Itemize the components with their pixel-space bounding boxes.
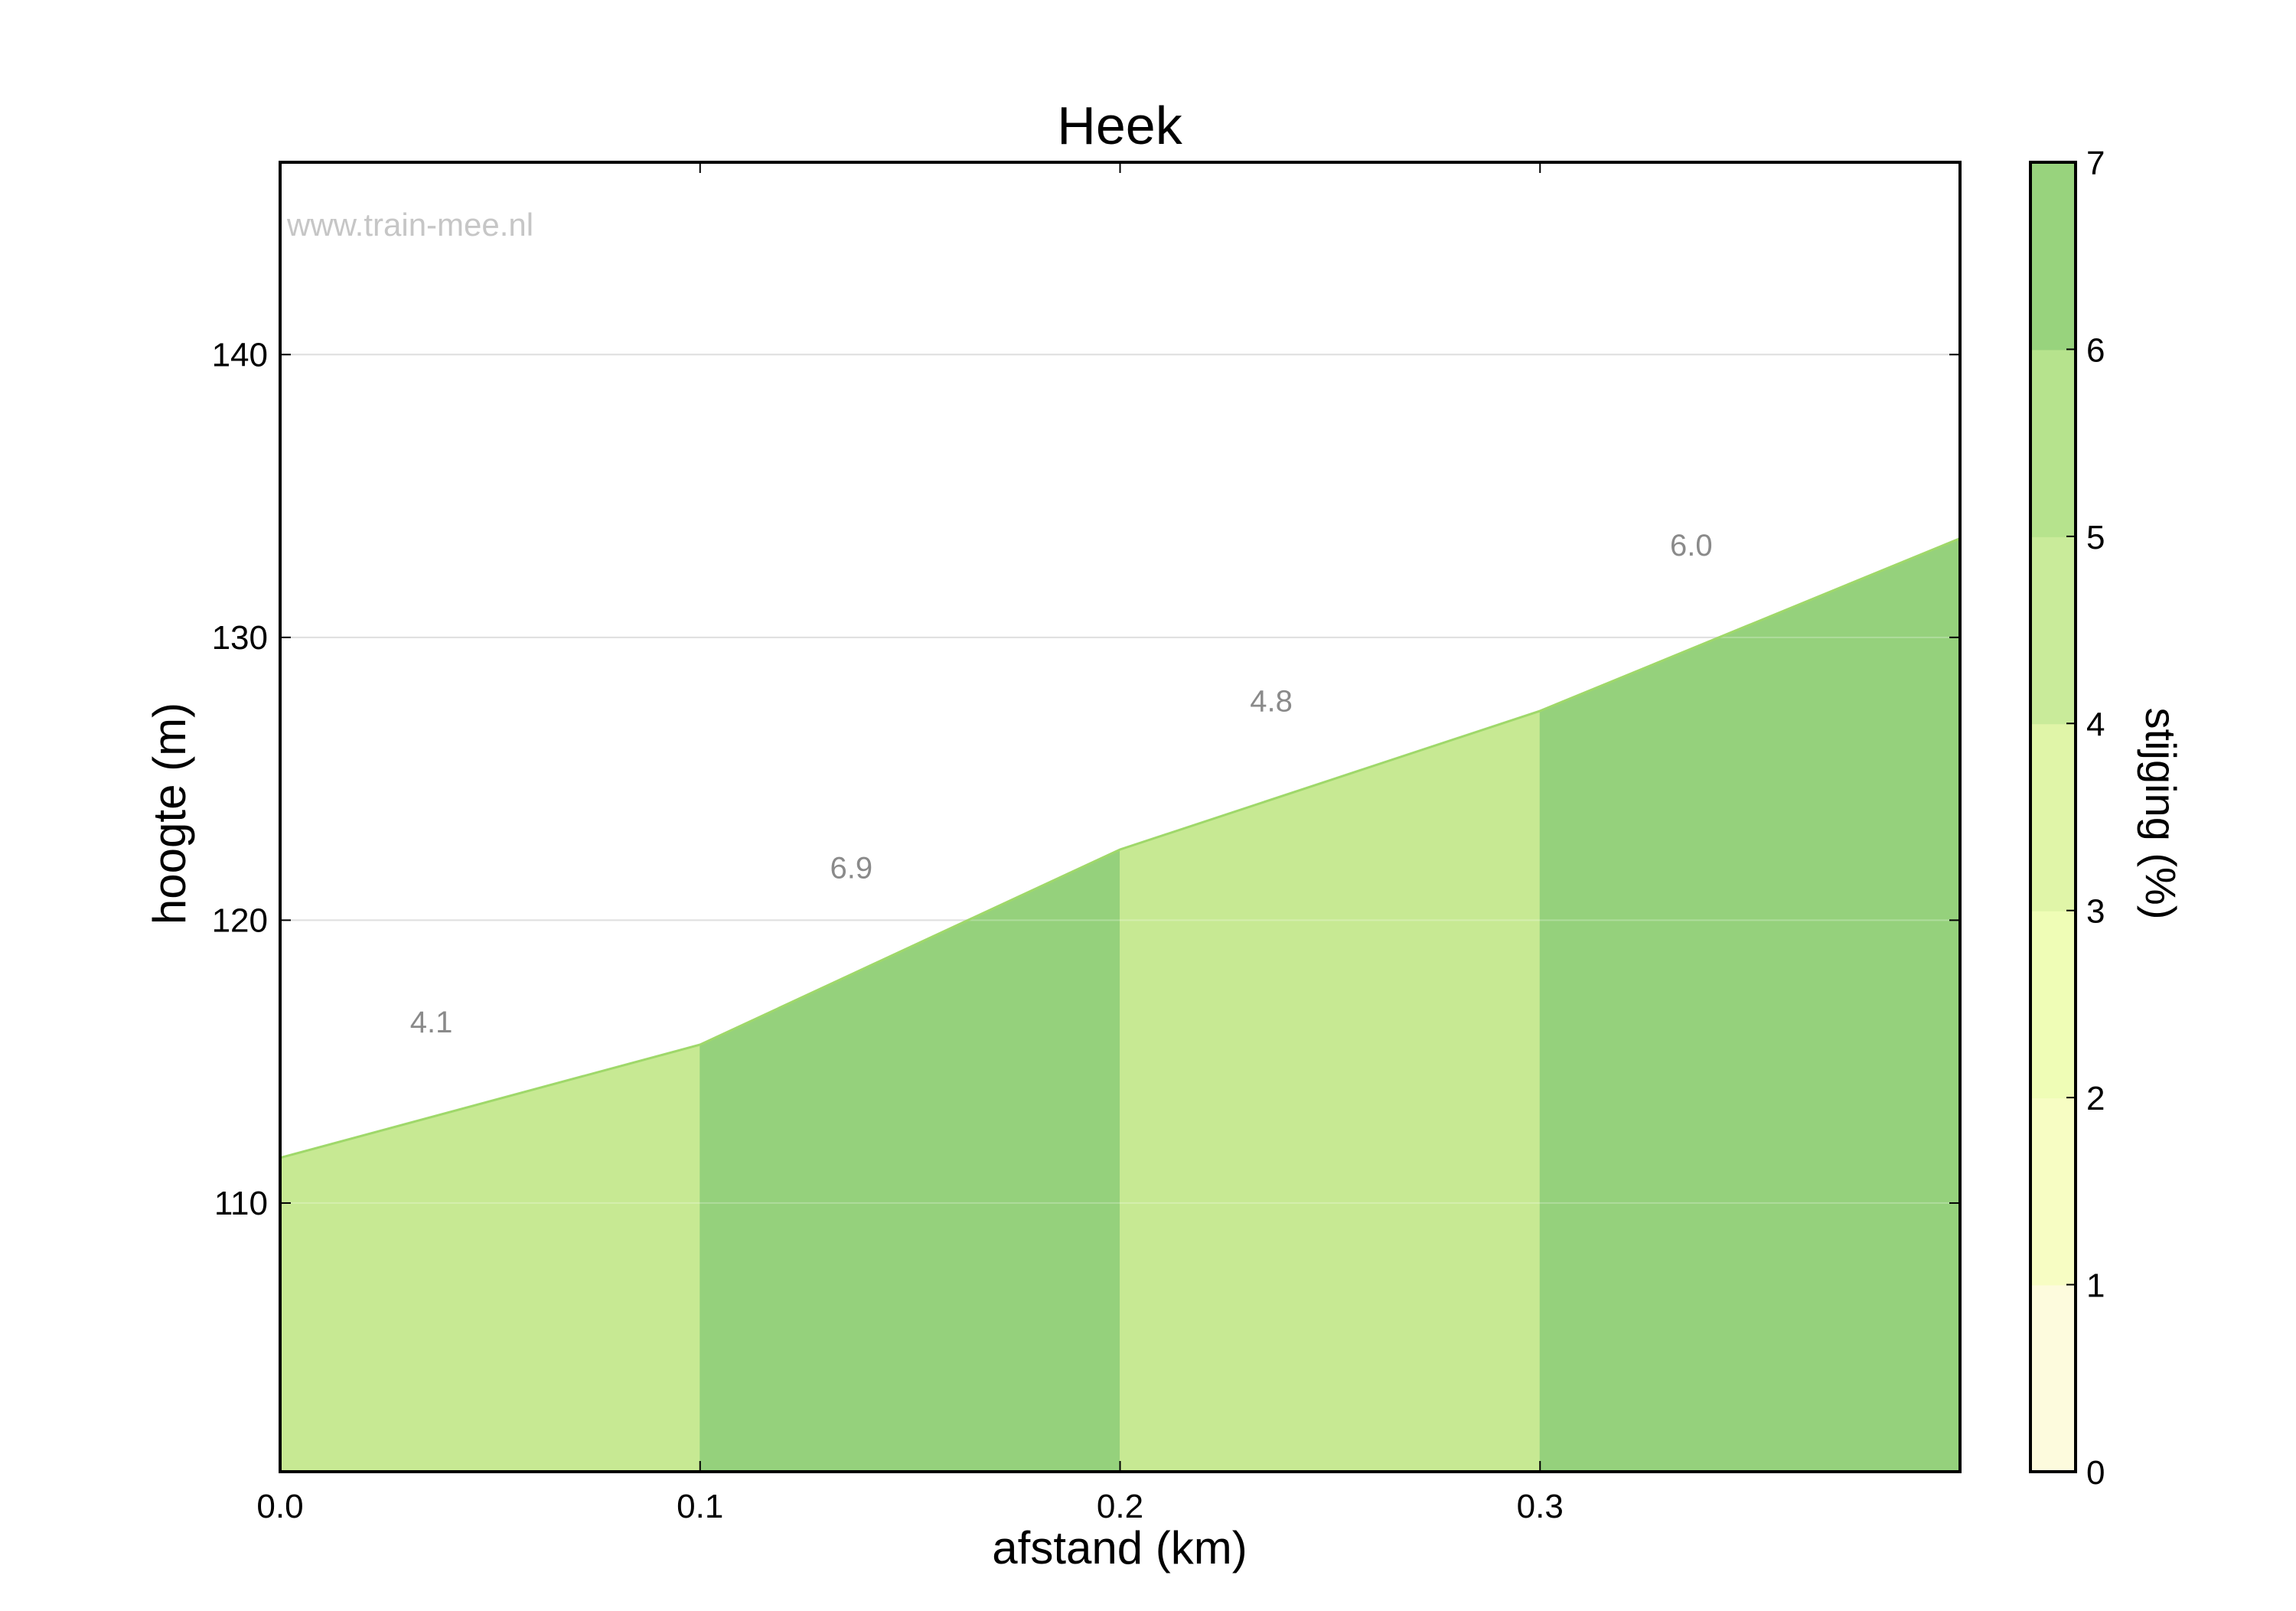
colorbar-tick-label: 7 [2086,145,2105,182]
colorbar-band [2030,1284,2076,1472]
y-tick-label: 140 [212,336,268,373]
colorbar-tick-label: 3 [2086,893,2105,931]
segment-gradient-label: 6.9 [830,851,872,885]
colorbar-label: stijging (%) [2137,708,2185,920]
x-tick-label: 0.3 [1517,1488,1564,1525]
colorbar-tick-label: 5 [2086,519,2105,556]
x-tick-label: 0.0 [256,1488,303,1525]
colorbar-band [2030,910,2076,1099]
colorbar-tick-label: 1 [2086,1267,2105,1305]
colorbar-tick-label: 4 [2086,706,2105,743]
colorbar-band [2030,349,2076,537]
colorbar-band [2030,723,2076,911]
colorbar-band [2030,536,2076,725]
chart-title: Heek [1057,96,1182,155]
elevation-line [279,537,1961,1159]
x-axis-label: afstand (km) [992,1522,1247,1573]
x-tick-label: 0.1 [677,1488,723,1525]
segment-gradient-label: 6.0 [1670,529,1713,563]
colorbar-frame [2029,161,2077,1473]
segment-gradient-label: 4.1 [410,1006,453,1039]
y-axis-label: hoogte (m) [144,703,195,925]
colorbar-tick-label: 0 [2086,1454,2105,1492]
y-tick-label: 120 [212,902,268,939]
colorbar-band [2030,162,2076,351]
segment-gradient-label: 4.8 [1250,684,1293,718]
colorbar-tick-label: 6 [2086,331,2105,369]
x-tick-label: 0.2 [1097,1488,1143,1525]
watermark-text: www.train-mee.nl [286,207,533,243]
colorbar-band [2030,1097,2076,1286]
y-tick-label: 130 [212,619,268,657]
colorbar-tick-label: 2 [2086,1080,2105,1117]
y-tick-label: 110 [214,1185,268,1222]
